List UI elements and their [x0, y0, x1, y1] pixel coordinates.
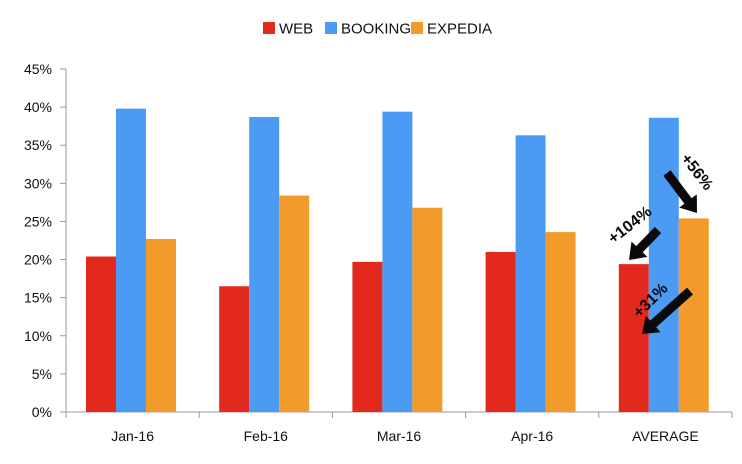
- y-tick-label: 10%: [24, 328, 52, 344]
- bar-expedia-mar-16: [412, 207, 443, 412]
- legend-swatch-booking: [325, 22, 337, 34]
- x-tick-label: Feb-16: [244, 428, 289, 444]
- x-axis: Jan-16 Feb-16 Mar-16 Apr-16 AVERAGE: [65, 411, 733, 444]
- annotation-arrow: [663, 170, 697, 213]
- bar-web-apr-16: [485, 251, 516, 412]
- y-tick-label: 35%: [24, 137, 52, 153]
- bar-expedia-jan-16: [146, 238, 176, 412]
- x-tick-label: Apr-16: [511, 428, 553, 444]
- y-tick-label: 25%: [24, 213, 52, 229]
- bar-booking-jan-16: [116, 108, 146, 412]
- bar-web-average: [618, 264, 649, 412]
- y-tick-label: 20%: [24, 252, 52, 268]
- annotation-arrow: [629, 226, 662, 260]
- bar-expedia-average: [678, 218, 709, 412]
- bar-booking-average: [648, 117, 679, 412]
- legend-label-web: WEB: [279, 21, 313, 38]
- bar-expedia-feb-16: [279, 195, 310, 412]
- bars: [86, 108, 709, 413]
- y-tick-label: 30%: [24, 175, 52, 191]
- y-tick-label: 0%: [32, 404, 52, 420]
- bar-web-mar-16: [352, 261, 383, 412]
- legend-swatch-expedia: [411, 22, 423, 34]
- bar-booking-feb-16: [249, 117, 280, 413]
- bar-web-jan-16: [86, 256, 116, 412]
- y-tick-label: 45%: [24, 61, 52, 77]
- legend-label-booking: BOOKING: [341, 21, 411, 38]
- annotation-arrow: [642, 287, 693, 334]
- legend-swatch-web: [263, 22, 275, 34]
- y-tick-label: 15%: [24, 290, 52, 306]
- bar-expedia-apr-16: [545, 232, 576, 412]
- bar-web-feb-16: [219, 286, 250, 412]
- x-tick-label: AVERAGE: [632, 428, 699, 444]
- y-tick-label: 40%: [24, 99, 52, 115]
- y-tick-label: 5%: [32, 366, 52, 382]
- x-tick-label: Mar-16: [377, 428, 422, 444]
- legend: WEB BOOKING EXPEDIA: [263, 21, 492, 38]
- legend-label-expedia: EXPEDIA: [427, 21, 492, 38]
- bar-booking-apr-16: [515, 135, 546, 412]
- x-tick-label: Jan-16: [111, 428, 154, 444]
- bar-booking-mar-16: [382, 111, 413, 412]
- y-axis: 0% 5% 10% 15% 20% 25% 30% 35% 40% 45%: [24, 61, 67, 420]
